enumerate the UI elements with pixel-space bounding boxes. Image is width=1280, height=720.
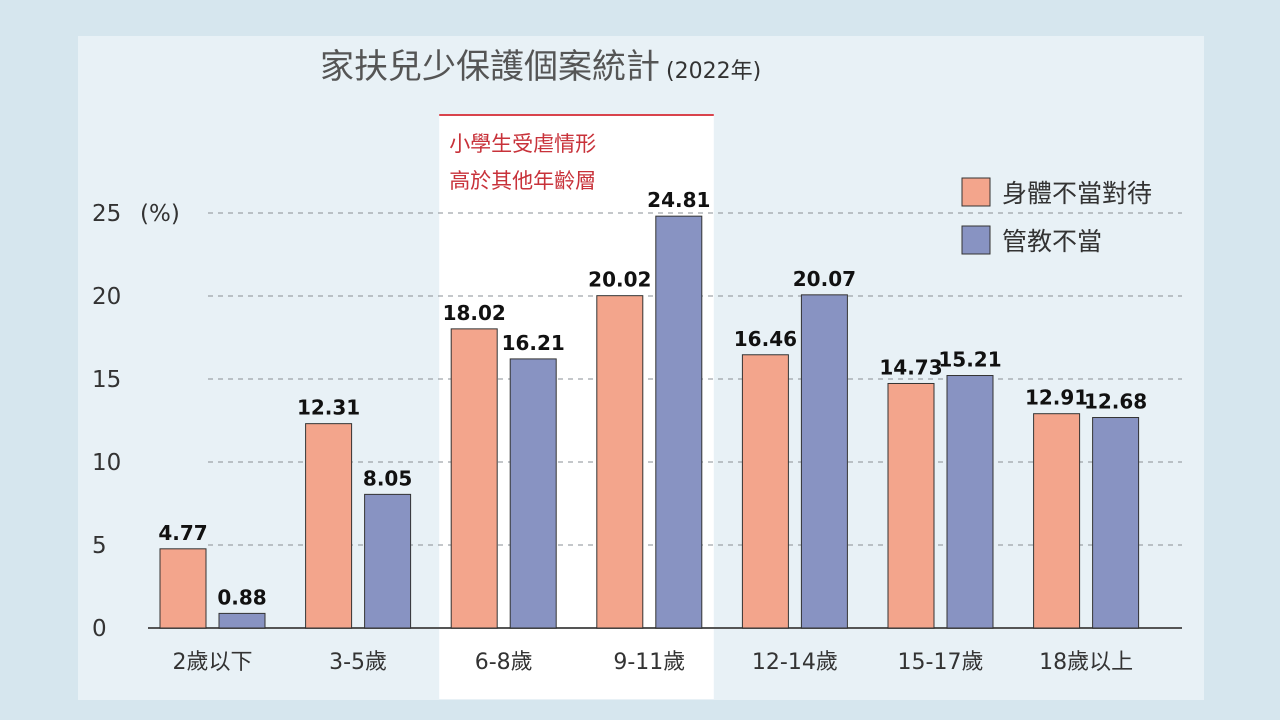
highlight-note-line: 小學生受虐情形 [449, 132, 596, 156]
bar-value-label: 8.05 [363, 466, 412, 490]
x-tick-label: 3-5歲 [329, 650, 387, 675]
bar-value-label: 12.91 [1025, 386, 1088, 410]
bar [305, 423, 353, 629]
bar [887, 382, 935, 629]
y-unit-label: (%) [140, 201, 180, 227]
x-tick-label: 6-8歲 [475, 650, 533, 675]
bar [800, 294, 848, 629]
bar-value-label: 14.73 [879, 355, 942, 379]
bar [1033, 413, 1081, 629]
bar [741, 354, 789, 629]
bar [218, 612, 266, 629]
legend-swatch [961, 225, 991, 255]
legend-label: 身體不當對待 [1002, 179, 1152, 208]
y-tick-label: 15 [92, 367, 121, 393]
bar-value-label: 15.21 [938, 348, 1001, 372]
legend-label: 管教不當 [1002, 227, 1102, 256]
bar-value-label: 18.02 [443, 301, 506, 325]
bar [159, 548, 207, 629]
bar-value-label: 0.88 [217, 585, 266, 609]
chart-panel: 小學生受虐情形 高於其他年齡層 0 5 10 15 20 25 (%) 4.77 12.31 18… [78, 36, 1204, 700]
bar [655, 215, 703, 629]
bar [509, 358, 557, 629]
y-tick-label: 20 [92, 284, 121, 310]
y-tick-label: 10 [92, 450, 121, 476]
bar [450, 328, 498, 629]
x-tick-label: 15-17歲 [898, 650, 984, 675]
x-tick-label: 2歲以下 [173, 650, 253, 675]
y-tick-label: 25 [92, 201, 121, 227]
bar [596, 295, 644, 629]
bar-value-label: 4.77 [158, 521, 207, 545]
x-tick-label: 9-11歲 [613, 650, 685, 675]
bar-value-label: 24.81 [647, 188, 710, 212]
bar [946, 375, 994, 629]
bar-value-label: 20.02 [588, 268, 651, 292]
legend-swatch [961, 177, 991, 207]
bar [1092, 417, 1140, 629]
y-tick-label: 0 [92, 616, 107, 642]
bar [364, 493, 412, 629]
x-tick-label: 18歲以上 [1039, 650, 1133, 675]
bar-value-label: 16.21 [502, 331, 565, 355]
chart-title: 家扶兒少保護個案統計 [320, 47, 660, 87]
chart-subtitle: (2022年) [666, 59, 761, 84]
bar-value-label: 12.31 [297, 396, 360, 420]
highlight-note-line: 高於其他年齡層 [449, 169, 596, 193]
x-tick-label: 12-14歲 [752, 650, 838, 675]
bar-value-label: 12.68 [1084, 390, 1147, 414]
bar-value-label: 20.07 [793, 267, 856, 291]
y-tick-label: 5 [92, 533, 107, 559]
bar-value-label: 16.46 [734, 327, 797, 351]
